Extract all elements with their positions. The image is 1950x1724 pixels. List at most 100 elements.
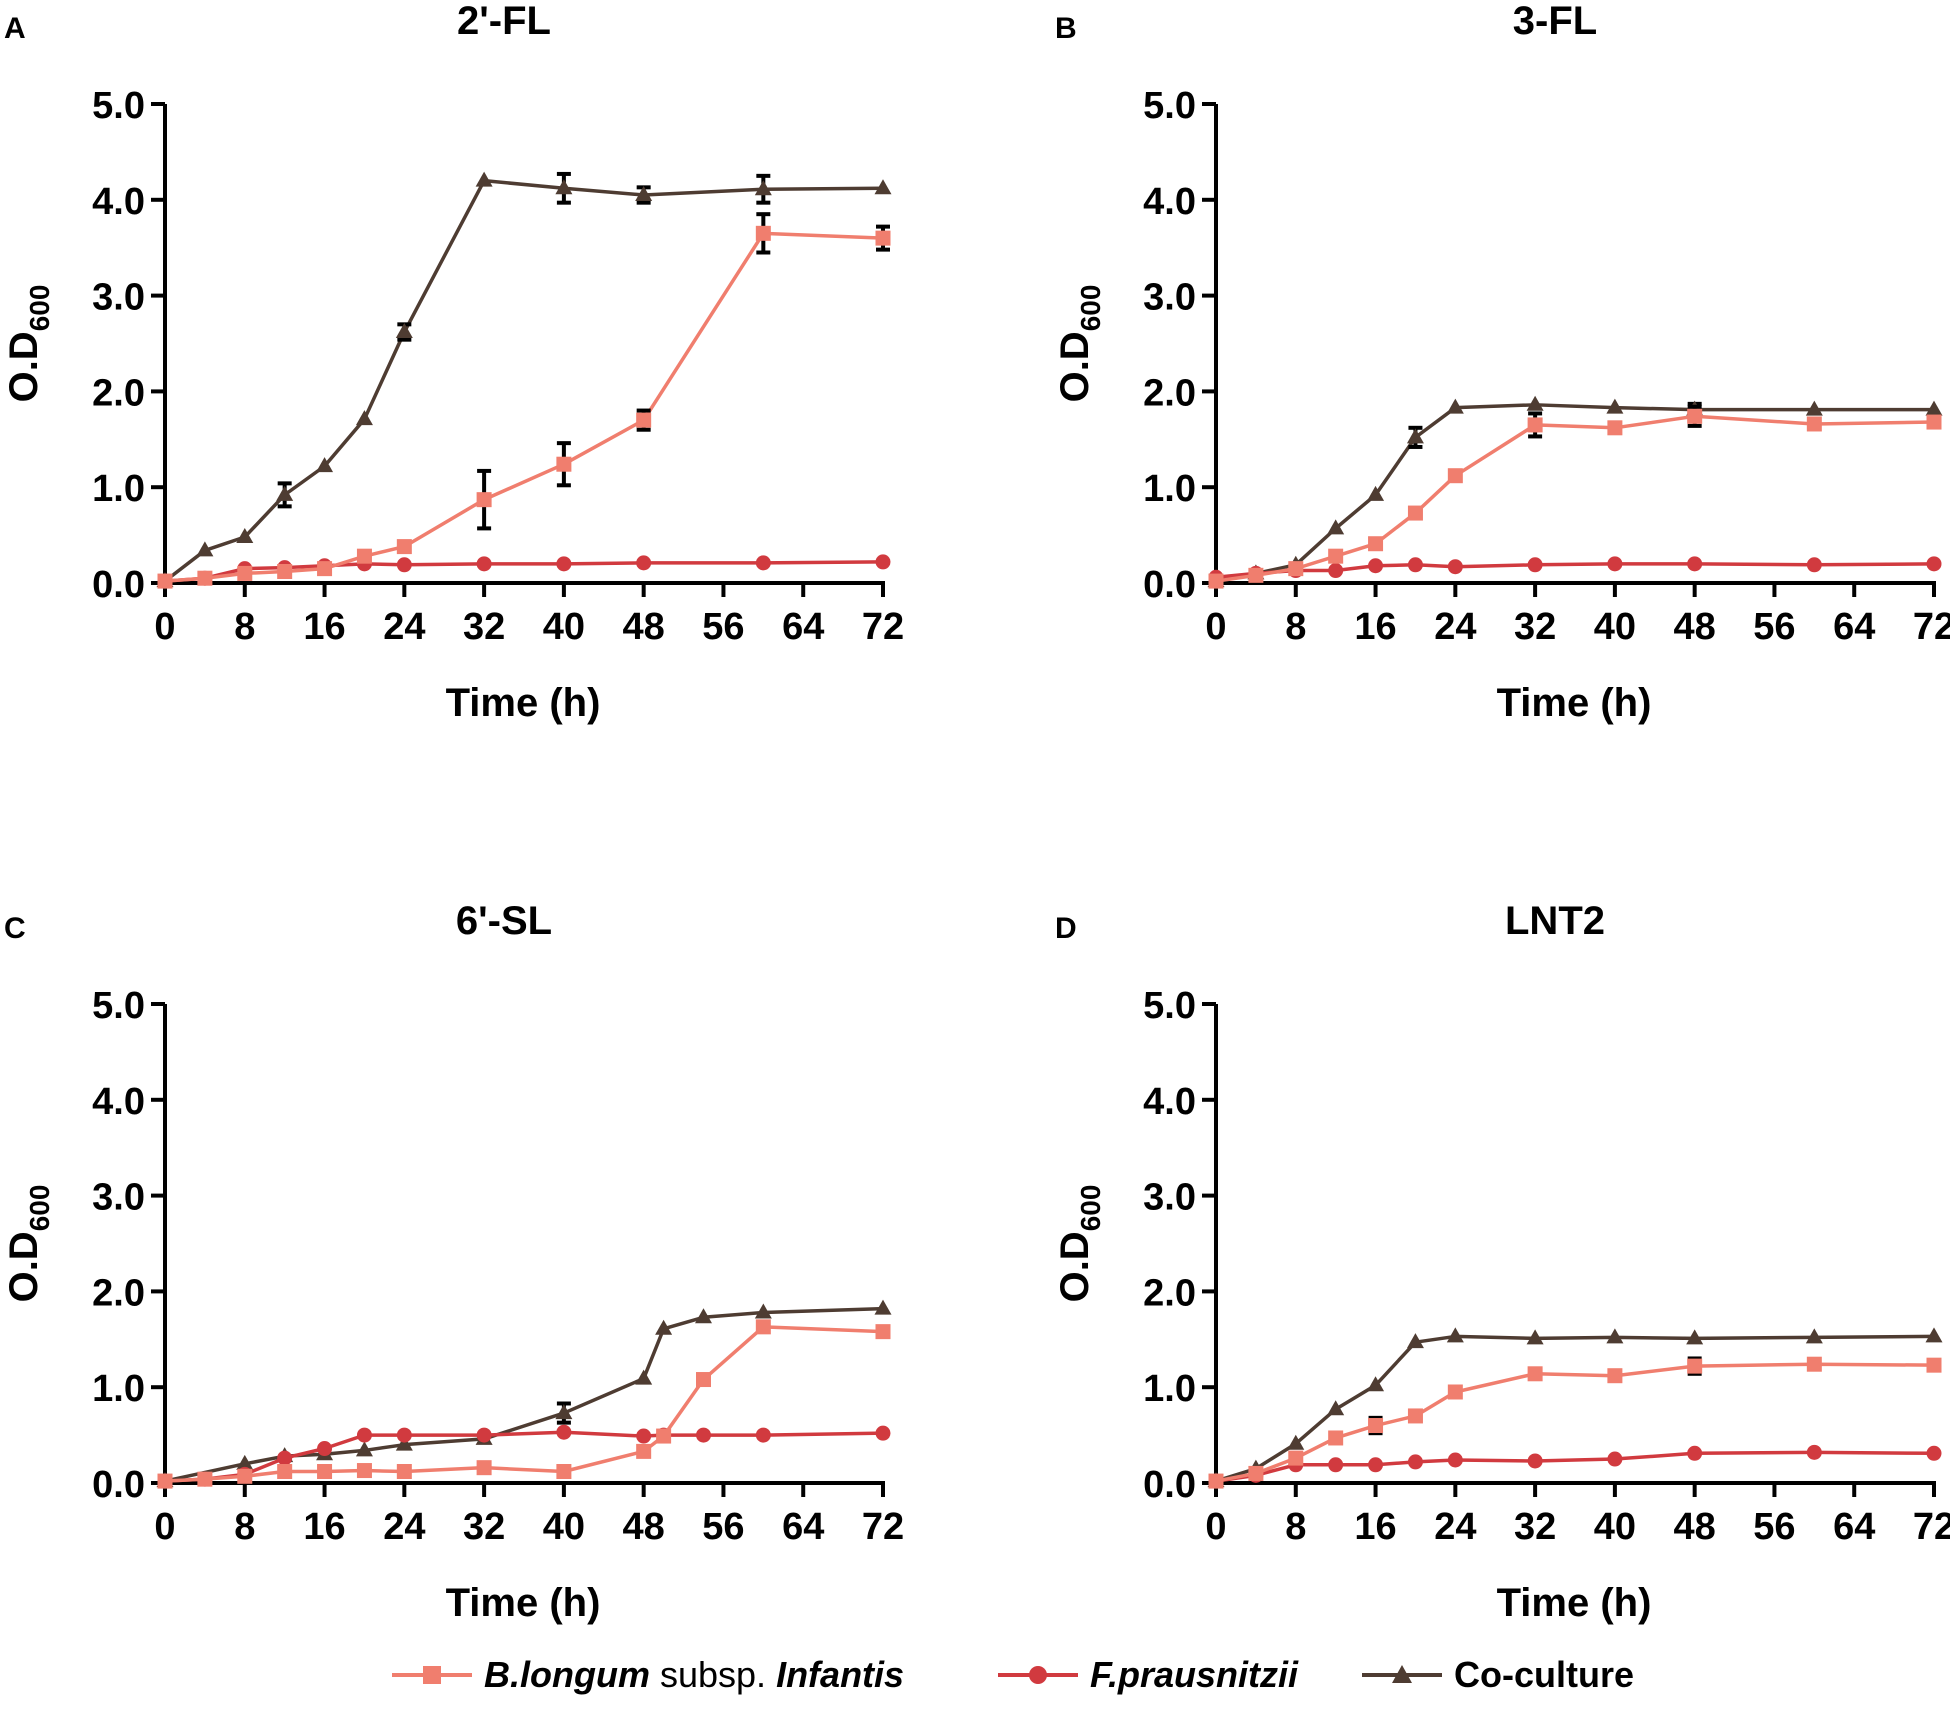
data-point <box>754 1303 772 1319</box>
x-tick-label: 40 <box>543 606 585 648</box>
legend-marker-circle-icon <box>998 1666 1078 1684</box>
series-line <box>1215 414 1935 583</box>
panel-letter: D <box>1055 912 1077 945</box>
y-tick-label: 5.0 <box>92 85 145 127</box>
legend-item-binfantis: B.longum subsp. Infantis <box>392 1640 904 1710</box>
x-tick-label: 32 <box>463 606 505 648</box>
data-point <box>1687 1445 1703 1461</box>
data-point <box>475 171 493 187</box>
legend-label-binfantis-strain: Infantis <box>776 1654 905 1695</box>
x-tick-label: 32 <box>463 1506 505 1548</box>
x-tick-label: 40 <box>1594 1506 1636 1548</box>
data-point <box>1447 559 1463 575</box>
data-point <box>1606 398 1624 414</box>
data-point <box>875 230 891 246</box>
data-point <box>1368 558 1384 574</box>
x-tick-label: 56 <box>702 606 744 648</box>
data-point <box>1208 1473 1224 1489</box>
data-point <box>1248 567 1264 583</box>
data-point <box>396 539 412 555</box>
x-tick-label: 0 <box>1205 1506 1226 1548</box>
y-tick-label: 4.0 <box>1143 181 1196 223</box>
data-point <box>1367 485 1385 501</box>
data-point <box>396 557 412 573</box>
data-point <box>1527 1453 1543 1469</box>
series-square <box>1208 404 1942 589</box>
data-point <box>196 541 214 557</box>
data-point <box>277 1464 293 1480</box>
x-tick-label: 0 <box>154 606 175 648</box>
data-point <box>1447 468 1463 484</box>
data-point <box>1526 395 1544 411</box>
data-point <box>1686 1329 1704 1345</box>
panel-letter: C <box>4 912 26 945</box>
series-line <box>164 1306 884 1483</box>
data-point <box>555 1404 573 1420</box>
data-point <box>1368 1418 1384 1434</box>
panel-a: A 2'-FL 0.0 1.0 2.0 3.0 4.0 5.0 0 8 16 24 32 40 48 56 64… <box>2 0 904 725</box>
data-point <box>635 1369 653 1385</box>
data-point <box>656 1428 672 1444</box>
data-point <box>476 1460 492 1476</box>
panel-b: B 3-FL 0.0 1.0 2.0 3.0 4.0 5.0 0 8 16 24 32 40 48 56 64 7… <box>1053 0 1950 725</box>
y-axis-label-main: O.D <box>1053 331 1097 402</box>
series-circle <box>157 1424 891 1489</box>
data-point <box>356 1427 372 1443</box>
data-point <box>1687 556 1703 572</box>
data-point <box>874 1299 892 1315</box>
data-point <box>696 1372 711 1388</box>
y-tick-label: 1.0 <box>1143 1368 1196 1410</box>
x-tick-label: 56 <box>1753 606 1795 648</box>
x-tick-label: 64 <box>1833 606 1875 648</box>
data-point <box>236 528 254 544</box>
data-point <box>1328 548 1344 564</box>
data-point <box>1925 1327 1943 1343</box>
x-tick-label: 0 <box>154 1506 175 1548</box>
data-point <box>1607 1368 1623 1384</box>
data-point <box>556 556 572 572</box>
data-point <box>1806 1356 1822 1372</box>
data-point <box>1527 557 1543 573</box>
x-tick-label: 72 <box>862 606 904 648</box>
data-point <box>277 1450 293 1466</box>
y-tick-label: 3.0 <box>92 1177 145 1219</box>
data-point <box>1327 519 1345 535</box>
x-tick-label: 40 <box>543 1506 585 1548</box>
data-point <box>1406 428 1424 444</box>
data-point <box>1328 563 1344 579</box>
y-tick-label: 0.0 <box>92 564 145 606</box>
data-point <box>1406 1333 1424 1349</box>
data-point <box>1287 1434 1305 1450</box>
data-point <box>476 492 492 508</box>
data-point <box>556 1464 572 1480</box>
data-point <box>476 556 492 572</box>
y-tick-label: 0.0 <box>1143 1464 1196 1506</box>
y-tick-label: 2.0 <box>92 372 145 414</box>
data-point <box>395 1435 413 1451</box>
data-point <box>1368 536 1384 552</box>
y-tick-label: 3.0 <box>1143 1177 1196 1219</box>
data-point <box>1447 1384 1463 1400</box>
data-point <box>1407 505 1423 521</box>
data-point <box>636 555 652 571</box>
data-point <box>755 555 771 571</box>
data-point <box>1208 573 1224 589</box>
data-point <box>1527 417 1543 433</box>
data-point <box>1328 1430 1344 1446</box>
x-tick-label: 8 <box>234 606 255 648</box>
panel-letter: A <box>4 12 26 45</box>
x-tick-label: 8 <box>1285 606 1306 648</box>
data-point <box>197 570 213 586</box>
y-axis-label-main: O.D <box>2 1231 46 1302</box>
data-point <box>1687 1358 1703 1374</box>
y-tick-label: 2.0 <box>1143 1272 1196 1314</box>
y-tick-label: 0.0 <box>92 1464 145 1506</box>
y-axis-label-main: O.D <box>1053 1231 1097 1302</box>
data-point <box>1327 1400 1345 1416</box>
data-point <box>755 225 771 241</box>
x-tick-label: 16 <box>303 1506 345 1548</box>
data-point <box>755 1427 771 1443</box>
legend: B.longum subsp. Infantis F.prausnitzii C… <box>0 1640 1950 1710</box>
x-tick-label: 40 <box>1594 606 1636 648</box>
y-axis-label-main: O.D <box>2 331 46 402</box>
